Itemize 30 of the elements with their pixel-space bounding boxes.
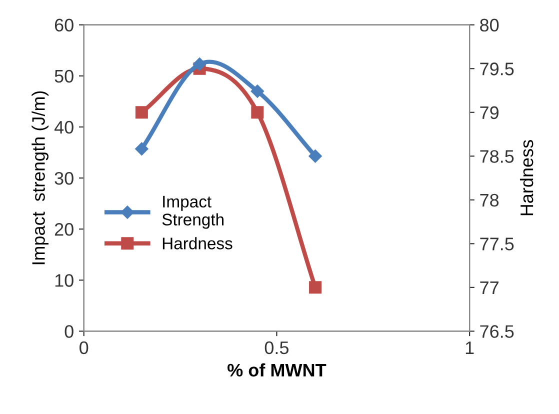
point xyxy=(308,149,322,163)
x-tick-label: 0 xyxy=(80,341,88,354)
y2-tick-label: 78.5 xyxy=(480,150,514,163)
y2-tick-label: 79 xyxy=(480,106,499,120)
point xyxy=(309,281,322,294)
x-tick-label: 1 xyxy=(466,342,474,354)
legend-label: Impact Strength xyxy=(162,196,224,229)
y-tick-label: 0 xyxy=(64,325,74,338)
y-tick-label: 40 xyxy=(54,120,74,134)
y-tick-label: 50 xyxy=(54,70,74,83)
y2-tick-label: 79.5 xyxy=(480,62,514,76)
y2-tick-label: 80 xyxy=(480,18,499,32)
y2-tick-label: 76.5 xyxy=(480,325,514,338)
y2-axis-title: Hardness xyxy=(520,140,534,216)
x-axis-title: % of MWNT xyxy=(228,363,326,377)
y2-tick-label: 78 xyxy=(480,194,499,207)
y-tick-label: 20 xyxy=(54,223,74,236)
y-tick-label: 10 xyxy=(55,274,74,287)
y-axis-title: Impact strength (J/m) xyxy=(32,91,48,264)
y2-tick-label: 77 xyxy=(480,282,498,294)
point xyxy=(135,106,148,119)
point xyxy=(251,106,264,119)
point xyxy=(250,84,264,98)
y-tick-label: 30 xyxy=(54,172,74,185)
point xyxy=(192,58,206,71)
point xyxy=(135,142,148,156)
y2-tick-label: 77.5 xyxy=(480,238,514,250)
x-tick-label: 0.5 xyxy=(264,341,288,354)
legend-label: Hardness xyxy=(162,237,232,250)
y-tick-label: 60 xyxy=(54,18,74,32)
